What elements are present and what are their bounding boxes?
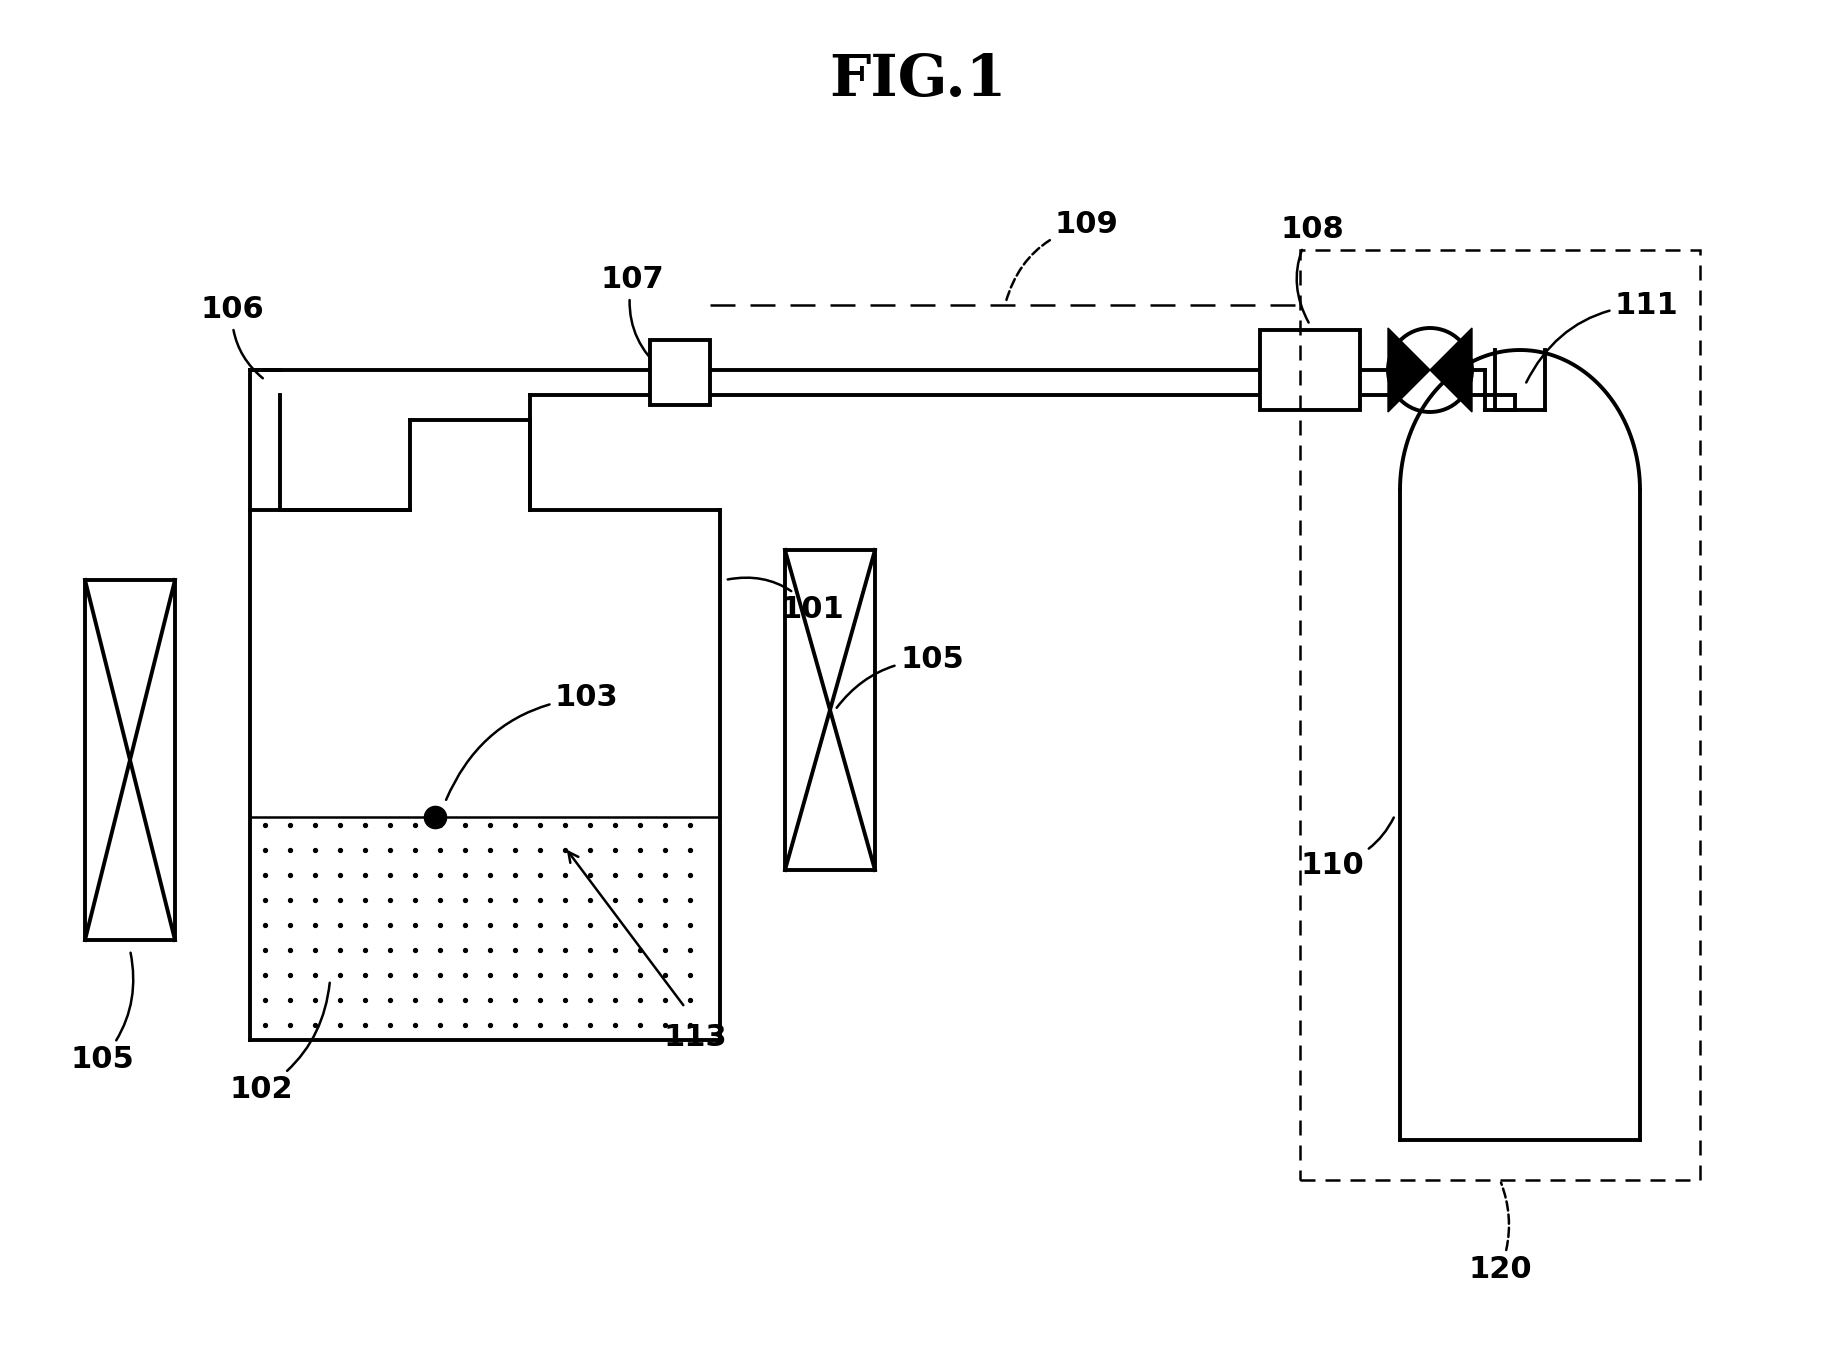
Bar xyxy=(1401,490,1640,1140)
Text: 105: 105 xyxy=(70,953,134,1074)
Text: 103: 103 xyxy=(446,683,619,800)
Text: 109: 109 xyxy=(1006,211,1118,302)
Bar xyxy=(650,340,711,405)
Text: 102: 102 xyxy=(230,983,330,1104)
Polygon shape xyxy=(1388,328,1430,412)
Text: 113: 113 xyxy=(663,1023,727,1051)
Text: 107: 107 xyxy=(600,265,663,371)
Text: 120: 120 xyxy=(1469,1183,1531,1284)
Bar xyxy=(1300,250,1700,1180)
Bar xyxy=(786,549,876,870)
Bar xyxy=(250,510,720,1040)
Text: 111: 111 xyxy=(1526,291,1678,382)
Text: 108: 108 xyxy=(1280,215,1344,322)
Text: FIG.1: FIG.1 xyxy=(830,52,1006,107)
Text: 101: 101 xyxy=(727,578,845,624)
Bar xyxy=(84,579,174,940)
Text: 106: 106 xyxy=(200,295,264,378)
Bar xyxy=(1259,330,1360,409)
Text: 105: 105 xyxy=(837,646,964,707)
Text: 110: 110 xyxy=(1300,817,1394,880)
Polygon shape xyxy=(1430,328,1472,412)
